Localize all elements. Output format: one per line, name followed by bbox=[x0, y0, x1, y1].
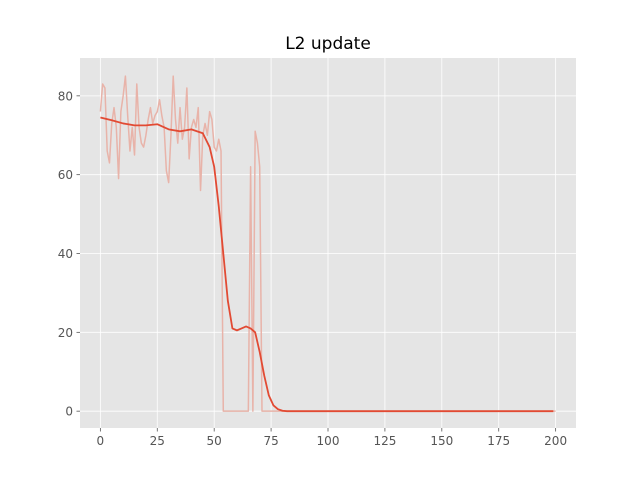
chart-title: L2 update bbox=[285, 34, 371, 54]
y-tick-label: 60 bbox=[58, 168, 73, 182]
y-tick-label: 0 bbox=[65, 405, 73, 419]
y-axis-ticks: 0 20 40 60 80 bbox=[58, 89, 80, 419]
series-layer bbox=[99, 75, 556, 413]
y-tick-label: 20 bbox=[58, 326, 73, 340]
x-tick-label: 25 bbox=[150, 434, 165, 448]
x-tick-label: 200 bbox=[544, 434, 567, 448]
raw-series-line bbox=[99, 75, 556, 412]
x-axis-ticks: 0 25 50 75 100 125 150 175 200 bbox=[97, 428, 567, 448]
x-tick-label: 50 bbox=[207, 434, 222, 448]
smoothed-series-line bbox=[100, 116, 554, 413]
x-tick-label: 0 bbox=[97, 434, 105, 448]
y-tick-label: 80 bbox=[58, 89, 73, 103]
x-tick-label: 75 bbox=[263, 434, 278, 448]
x-tick-label: 175 bbox=[487, 434, 510, 448]
x-tick-label: 150 bbox=[430, 434, 453, 448]
y-tick-label: 40 bbox=[58, 247, 73, 261]
x-tick-label: 125 bbox=[373, 434, 396, 448]
x-tick-label: 100 bbox=[317, 434, 340, 448]
grid bbox=[80, 58, 576, 428]
